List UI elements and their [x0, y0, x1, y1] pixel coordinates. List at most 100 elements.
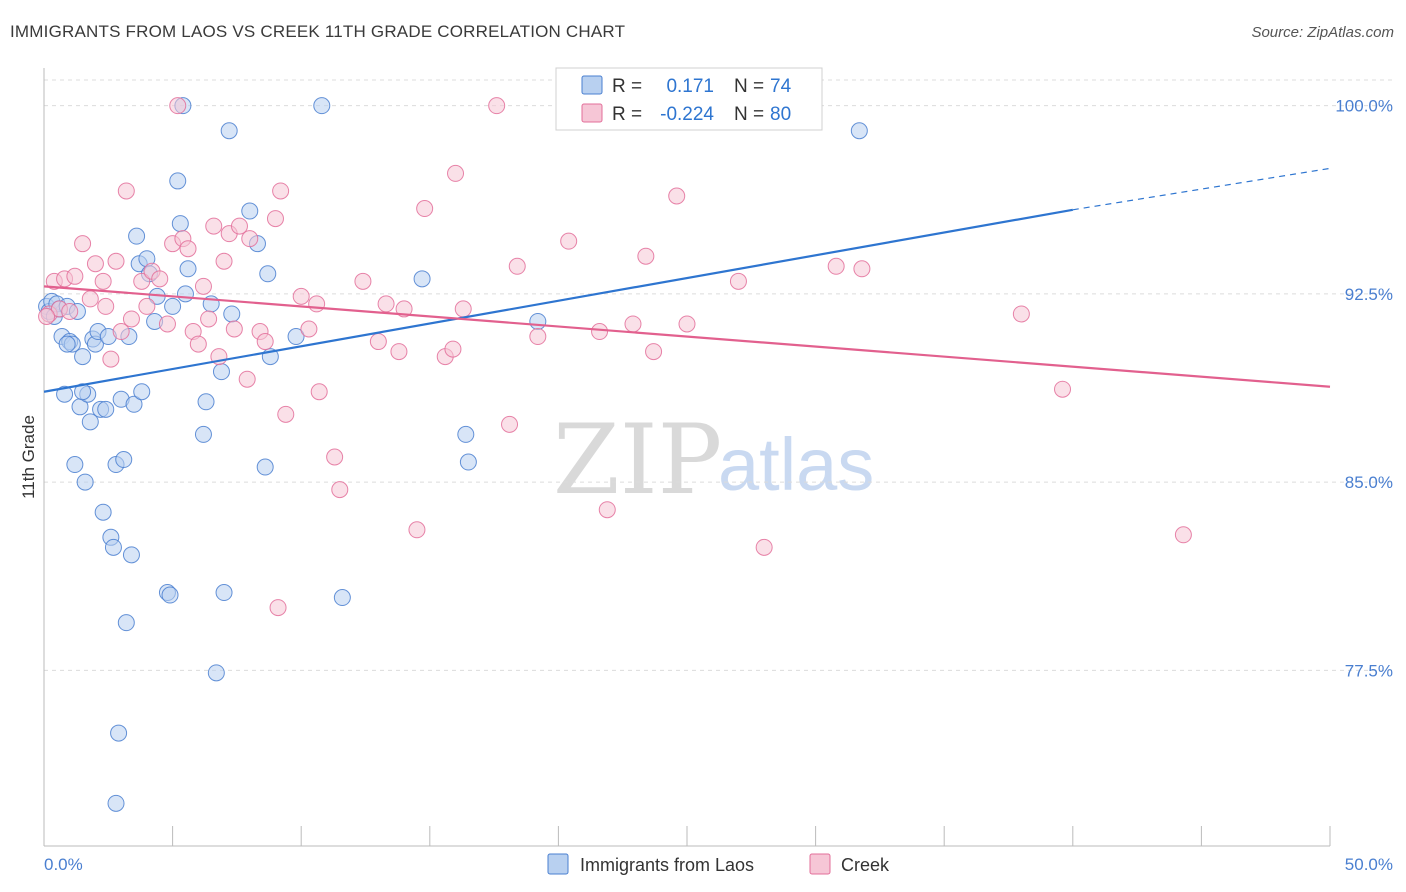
data-point: [1012, 305, 1030, 323]
data-point: [1054, 380, 1072, 398]
data-point: [212, 363, 230, 381]
data-point: [223, 305, 241, 323]
data-point: [377, 295, 395, 313]
x-axis-ticks: [43, 826, 1331, 846]
data-point: [272, 182, 290, 200]
data-point: [122, 546, 140, 564]
data-point: [225, 320, 243, 338]
data-point: [194, 277, 212, 295]
data-point: [508, 257, 526, 275]
data-point: [215, 252, 233, 270]
data-point: [122, 310, 140, 328]
y-tick-labels: 77.5% 85.0% 92.5% 100.0%: [1335, 97, 1393, 681]
data-point: [598, 501, 616, 519]
trend-lines: [43, 167, 1331, 393]
data-point: [171, 215, 189, 233]
data-point: [326, 448, 344, 466]
data-point: [207, 664, 225, 682]
data-point: [416, 200, 434, 218]
data-point: [205, 217, 223, 235]
data-point: [331, 481, 349, 499]
data-point: [66, 267, 84, 285]
data-point: [220, 122, 238, 140]
data-point: [266, 210, 284, 228]
data-point: [454, 300, 472, 318]
data-point: [230, 217, 248, 235]
data-point: [169, 172, 187, 190]
bottom-legend-swatch-laos: [547, 853, 569, 875]
data-point: [125, 395, 143, 413]
bottom-legend-swatch-creek: [809, 853, 831, 875]
data-point: [58, 335, 76, 353]
data-point: [408, 521, 426, 539]
data-point: [457, 425, 475, 443]
data-point: [827, 257, 845, 275]
data-point: [308, 295, 326, 313]
chart-source: Source: ZipAtlas.com: [1251, 24, 1394, 41]
data-point: [637, 247, 655, 265]
data-point: [66, 456, 84, 474]
data-point: [459, 453, 477, 471]
legend-n-label-1: N =: [734, 76, 764, 97]
data-point: [133, 272, 151, 290]
chart-title: IMMIGRANTS FROM LAOS VS CREEK 11TH GRADE…: [10, 22, 626, 41]
data-point: [529, 328, 547, 346]
legend-r-value-1: 0.171: [666, 76, 714, 97]
legend-n-value-2: 80: [770, 104, 791, 125]
legend-r-value-2: -0.224: [660, 104, 714, 125]
data-point: [853, 260, 871, 278]
data-point: [369, 333, 387, 351]
legend-n-value-1: 74: [770, 76, 792, 97]
data-point: [850, 122, 868, 140]
data-point: [74, 348, 92, 366]
data-point: [104, 538, 122, 556]
data-point: [668, 187, 686, 205]
data-point: [256, 333, 274, 351]
data-point: [238, 370, 256, 388]
data-point: [277, 405, 295, 423]
data-point: [678, 315, 696, 333]
y-tick-label: 77.5%: [1345, 661, 1393, 680]
data-point: [110, 724, 128, 742]
data-point: [194, 425, 212, 443]
data-point: [151, 270, 169, 288]
data-point: [241, 230, 259, 248]
y-tick-label: 92.5%: [1345, 285, 1393, 304]
data-point: [413, 270, 431, 288]
data-point: [94, 503, 112, 521]
data-point: [74, 383, 92, 401]
x-tick-label-max: 50.0%: [1345, 855, 1393, 874]
data-point: [117, 614, 135, 632]
data-point: [138, 297, 156, 315]
data-point: [200, 310, 218, 328]
legend-swatch-laos: [581, 75, 603, 95]
data-point: [161, 586, 179, 604]
data-point: [1174, 526, 1192, 544]
legend-swatch-creek: [581, 103, 603, 123]
data-point: [86, 255, 104, 273]
data-point: [313, 97, 331, 115]
legend-n-label-2: N =: [734, 104, 764, 125]
data-point: [624, 315, 642, 333]
y-tick-label: 100.0%: [1335, 97, 1393, 116]
data-point: [81, 413, 99, 431]
data-point: [645, 343, 663, 361]
data-point: [112, 323, 130, 341]
data-point: [74, 235, 92, 253]
bottom-legend-label-laos: Immigrants from Laos: [580, 855, 754, 875]
data-point: [259, 265, 277, 283]
data-point: [488, 97, 506, 115]
watermark-atlas: atlas: [718, 423, 874, 506]
data-point: [287, 328, 305, 346]
bottom-legend-label-creek: Creek: [841, 855, 890, 875]
trend-line-laos: [43, 208, 1073, 393]
data-point: [189, 335, 207, 353]
data-point: [107, 252, 125, 270]
y-tick-label: 85.0%: [1345, 473, 1393, 492]
data-point: [529, 312, 547, 330]
data-point: [755, 538, 773, 556]
data-point: [176, 285, 194, 303]
data-point: [269, 599, 287, 617]
data-point: [56, 385, 74, 403]
